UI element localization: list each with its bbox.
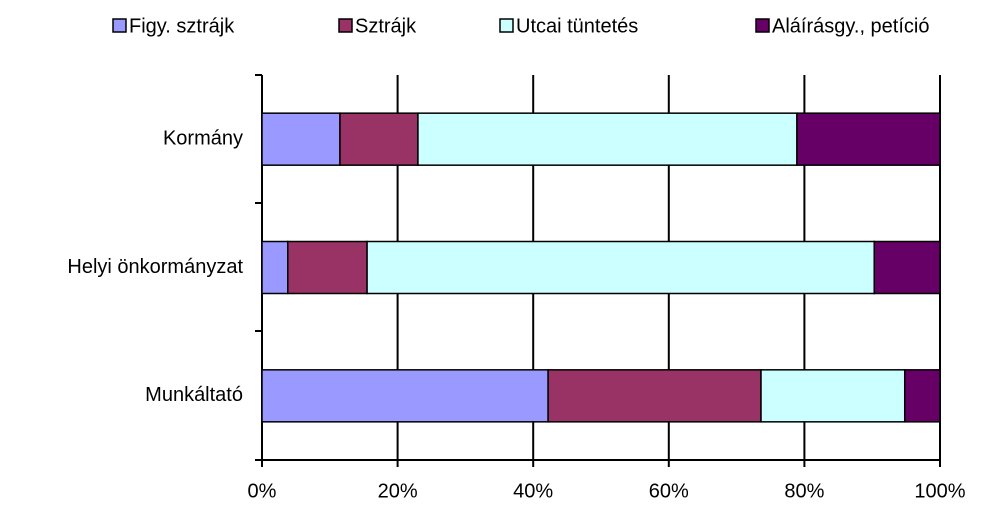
bar-segment [261, 240, 289, 295]
bar-segment [261, 369, 549, 423]
x-tick-label: 100% [914, 480, 965, 502]
legend-label: Utcai tüntetés [516, 15, 638, 37]
x-tick-label: 80% [784, 480, 824, 502]
bar-segment [366, 240, 875, 295]
legend-swatch [755, 18, 770, 33]
bar-segment [760, 369, 906, 423]
x-tick-label: 0% [248, 480, 277, 502]
category-label: Kormány [163, 127, 243, 149]
x-tick-label: 60% [649, 480, 689, 502]
legend-swatch [338, 18, 353, 33]
bar-segment [417, 112, 798, 166]
category-label: Helyi önkormányzat [67, 256, 243, 278]
x-tick-label: 40% [513, 480, 553, 502]
bar-segment [261, 112, 341, 166]
bar-segment [873, 240, 941, 295]
x-tick-label: 20% [378, 480, 418, 502]
legend-label: Sztrájk [355, 15, 417, 37]
legend-label: Aláírásgy., petíció [772, 15, 929, 37]
bar-segment [287, 240, 368, 295]
legend-label: Figy. sztrájk [129, 15, 235, 37]
legend-swatch [112, 18, 127, 33]
bar-segment [339, 112, 419, 166]
legend-swatch [499, 18, 514, 33]
bar-segment [903, 369, 941, 423]
bar-segment [796, 112, 941, 166]
bar-segment [547, 369, 762, 423]
category-label: Munkáltató [145, 384, 243, 406]
